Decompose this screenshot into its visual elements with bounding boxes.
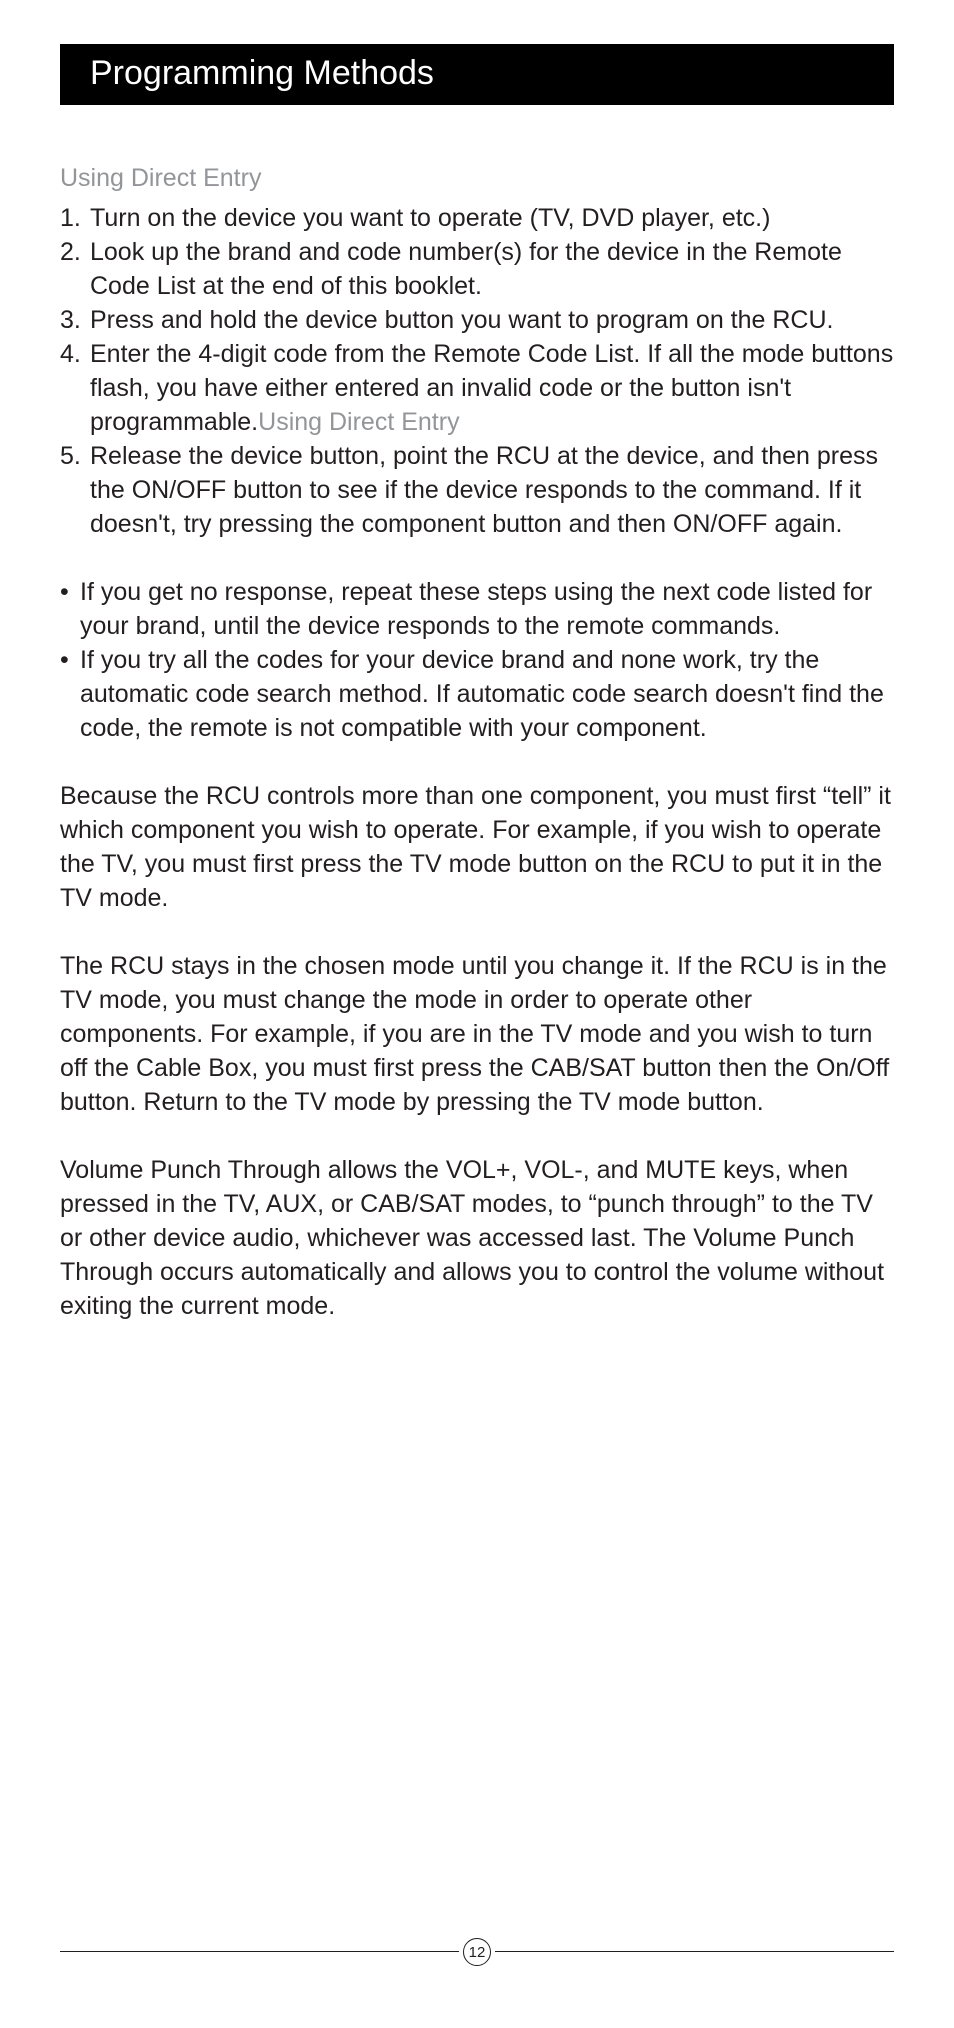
ordered-item-number: 5.	[60, 439, 90, 541]
bullet-marker: •	[60, 643, 80, 745]
ordered-item-number: 1.	[60, 201, 90, 235]
ordered-item: 2. Look up the brand and code number(s) …	[60, 235, 894, 303]
ordered-list: 1. Turn on the device you want to operat…	[60, 201, 894, 541]
ordered-item: 5. Release the device button, point the …	[60, 439, 894, 541]
bullet-marker: •	[60, 575, 80, 643]
ordered-item-text: Look up the brand and code number(s) for…	[90, 235, 894, 303]
manual-page: Programming Methods Using Direct Entry 1…	[0, 0, 954, 2028]
bullet-list: • If you get no response, repeat these s…	[60, 575, 894, 745]
paragraph: Volume Punch Through allows the VOL+, VO…	[60, 1153, 894, 1323]
subheading-using-direct-entry: Using Direct Entry	[60, 161, 894, 195]
body-content: Using Direct Entry 1. Turn on the device…	[60, 161, 894, 1323]
ordered-item: 1. Turn on the device you want to operat…	[60, 201, 894, 235]
bullet-item: • If you get no response, repeat these s…	[60, 575, 894, 643]
page-number: 12	[463, 1938, 491, 1966]
ordered-item: 3. Press and hold the device button you …	[60, 303, 894, 337]
bullet-text: If you get no response, repeat these ste…	[80, 575, 894, 643]
ordered-item: 4. Enter the 4-digit code from the Remot…	[60, 337, 894, 439]
section-title-bar: Programming Methods	[60, 44, 894, 105]
ordered-item-text: Press and hold the device button you wan…	[90, 303, 894, 337]
ordered-item-number: 4.	[60, 337, 90, 439]
ordered-item-number: 3.	[60, 303, 90, 337]
paragraph: Because the RCU controls more than one c…	[60, 779, 894, 915]
footer-rule-right	[495, 1951, 894, 1952]
section-title: Programming Methods	[90, 54, 434, 92]
ordered-item-text: Turn on the device you want to operate (…	[90, 201, 894, 235]
ordered-item-trailing-gray: Using Direct Entry	[258, 408, 459, 436]
ordered-item-text: Release the device button, point the RCU…	[90, 439, 894, 541]
ordered-item-main: Enter the 4-digit code from the Remote C…	[90, 340, 893, 436]
page-footer: 12	[60, 1938, 894, 1966]
footer-rule-left	[60, 1951, 459, 1952]
paragraph: The RCU stays in the chosen mode until y…	[60, 949, 894, 1119]
bullet-item: • If you try all the codes for your devi…	[60, 643, 894, 745]
ordered-item-text: Enter the 4-digit code from the Remote C…	[90, 337, 894, 439]
ordered-item-number: 2.	[60, 235, 90, 303]
bullet-text: If you try all the codes for your device…	[80, 643, 894, 745]
